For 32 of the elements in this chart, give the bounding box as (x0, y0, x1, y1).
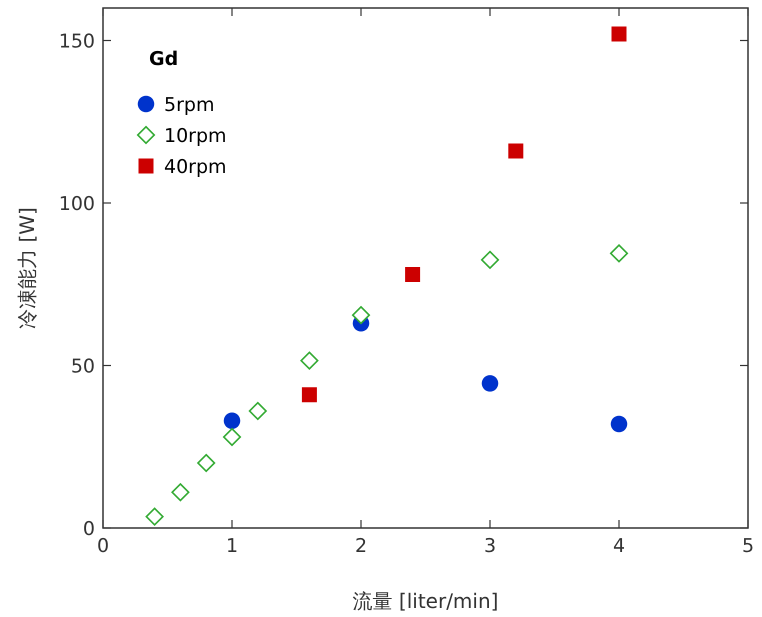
point (610, 416, 628, 432)
y-tick-label: 100 (58, 193, 95, 215)
y-tick-label: 150 (58, 30, 95, 52)
y-tick-label: 0 (82, 518, 95, 540)
point (146, 508, 164, 526)
x-tick-label: 0 (96, 535, 110, 557)
legend-label: 5rpm (164, 94, 214, 116)
y-axis-title: 冷凍能力 [W] (15, 207, 39, 329)
x-tick-label: 3 (484, 535, 496, 557)
x-tick-label: 5 (742, 535, 754, 557)
point (248, 402, 267, 420)
point (302, 387, 317, 402)
point (197, 454, 216, 472)
x-axis-title: 流量 [liter/min] (352, 589, 498, 613)
point (610, 244, 628, 262)
legend-title: Gd (149, 48, 178, 70)
point (612, 26, 626, 42)
legend-label: 10rpm (164, 125, 227, 147)
x-tick-label: 1 (226, 535, 238, 557)
x-tick-label: 2 (354, 535, 368, 557)
point (508, 144, 524, 158)
legend-label: 40rpm (164, 156, 227, 178)
point (405, 267, 420, 282)
point (171, 483, 190, 502)
point (222, 428, 242, 446)
x-tick-label: 4 (612, 535, 626, 557)
point (224, 412, 240, 429)
point (352, 306, 370, 324)
y-tick-label: 50 (70, 356, 95, 378)
point (482, 375, 498, 392)
point (300, 352, 318, 370)
point (480, 250, 500, 269)
